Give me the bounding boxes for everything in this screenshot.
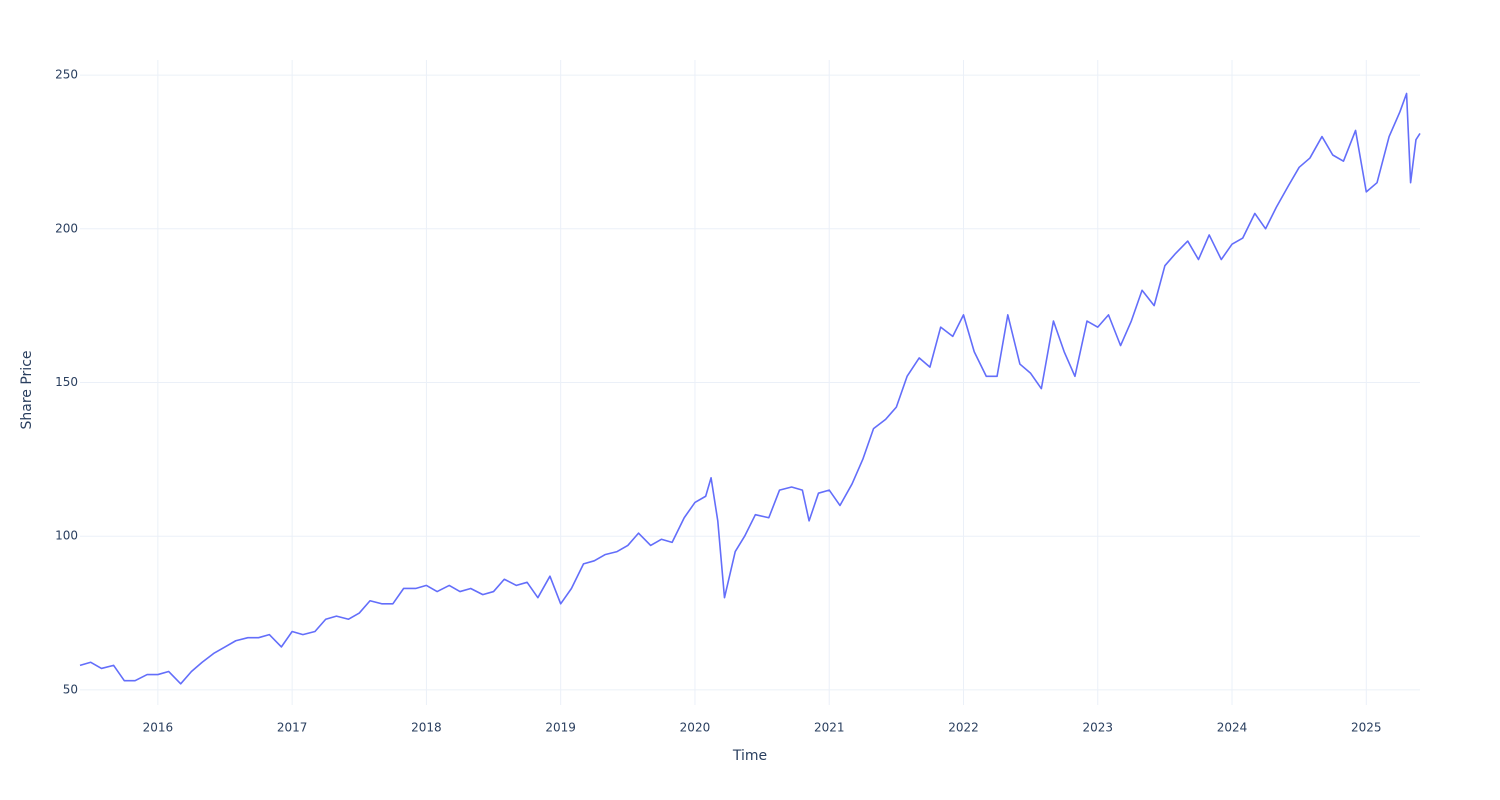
y-tick-label: 150 [55, 375, 78, 389]
x-tick-label: 2016 [143, 721, 174, 735]
y-tick-label: 50 [63, 682, 78, 696]
x-tick-label: 2023 [1082, 721, 1113, 735]
x-tick-label: 2020 [680, 721, 711, 735]
x-tick-label: 2025 [1351, 721, 1382, 735]
x-tick-label: 2021 [814, 721, 845, 735]
x-tick-label: 2019 [545, 721, 576, 735]
y-axis-title: Share Price [19, 350, 35, 429]
x-axis-title: Time [732, 748, 767, 764]
y-tick-label: 250 [55, 68, 78, 82]
y-tick-label: 200 [55, 221, 78, 235]
y-tick-label: 100 [55, 529, 78, 543]
x-tick-label: 2022 [948, 721, 979, 735]
x-tick-label: 2018 [411, 721, 442, 735]
x-tick-label: 2024 [1217, 721, 1248, 735]
x-tick-label: 2017 [277, 721, 308, 735]
price-line [79, 92, 1421, 685]
